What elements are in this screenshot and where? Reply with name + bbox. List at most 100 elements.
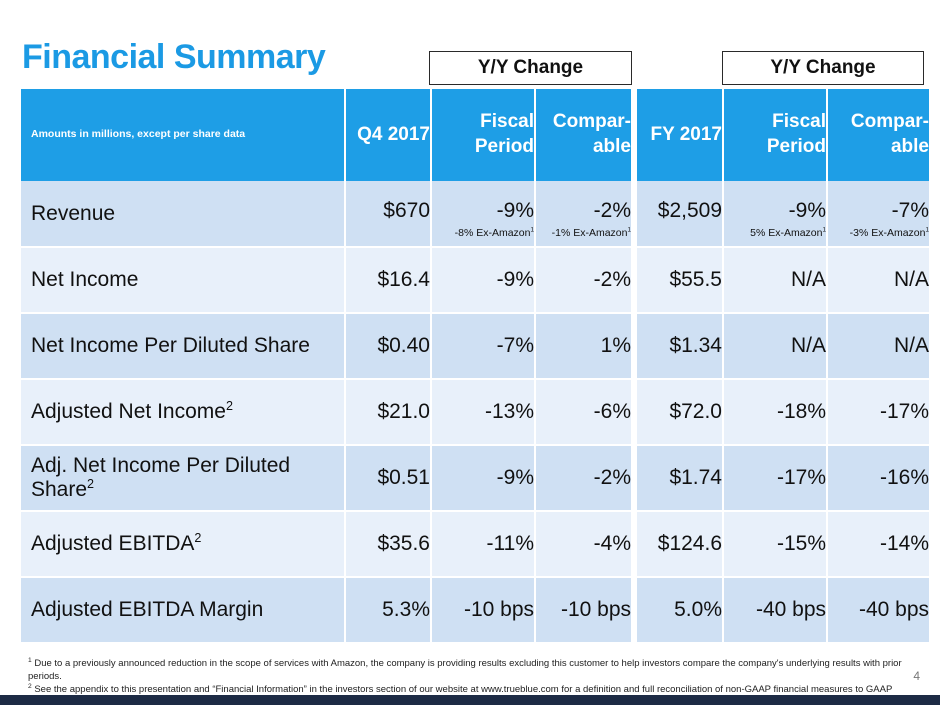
- cell-fy: $1.34: [637, 313, 724, 380]
- column-gap: [632, 511, 637, 578]
- cell-q4: $0.51: [345, 445, 432, 512]
- bottom-bar: [0, 695, 940, 705]
- table-row-adjusted-ebitda-margin: Adjusted EBITDA Margin 5.3% -10 bps -10 …: [21, 577, 929, 644]
- cell-q4-comp: -2%: [535, 445, 633, 512]
- column-gap: [632, 89, 637, 181]
- cell-q4-comp: -2%: [535, 247, 633, 314]
- ex-amazon-text: 5% Ex-Amazon: [750, 227, 823, 239]
- column-gap: [632, 181, 637, 248]
- header-compar-line2: able: [592, 136, 631, 157]
- header-fiscal-line2: Period: [766, 136, 826, 157]
- cell-value: -7%: [891, 199, 929, 222]
- yy-change-label-fy: Y/Y Change: [722, 51, 924, 85]
- yy-change-label-q4: Y/Y Change: [429, 51, 632, 85]
- cell-fy-comp: -16%: [827, 445, 929, 512]
- row-label-text: Adjusted Net Income: [31, 400, 226, 423]
- cell-q4-comp: -4%: [535, 511, 633, 578]
- row-label: Adjusted EBITDA Margin: [21, 577, 346, 644]
- footnote-text: Due to a previously announced reduction …: [28, 658, 902, 682]
- column-gap: [632, 445, 637, 512]
- row-label-text: Adjusted EBITDA: [31, 532, 195, 555]
- header-fiscal-line1: Fiscal: [480, 111, 534, 133]
- cell-q4-fiscal: -9% -8% Ex-Amazon1: [431, 181, 536, 248]
- row-label: Net Income Per Diluted Share: [21, 313, 346, 380]
- cell-fy: $2,509: [637, 181, 724, 248]
- cell-fy-comp: N/A: [827, 313, 929, 380]
- cell-fy-comp: N/A: [827, 247, 929, 314]
- row-label-text: Revenue: [31, 201, 116, 225]
- header-fy-comparable: Compar-able: [827, 89, 929, 181]
- cell-fy: $1.74: [637, 445, 724, 512]
- ex-amazon-note: -1% Ex-Amazon1: [536, 227, 631, 239]
- cell-fy-fiscal: -18%: [723, 379, 828, 446]
- cell-fy: $55.5: [637, 247, 724, 314]
- cell-q4-fiscal: -11%: [431, 511, 536, 578]
- footnote-ref: 1: [530, 226, 534, 234]
- header-fy-2017: FY 2017: [637, 89, 724, 181]
- cell-q4-fiscal: -9%: [431, 445, 536, 512]
- cell-fy-comp: -7% -3% Ex-Amazon1: [827, 181, 929, 248]
- row-label: Net Income: [21, 247, 346, 314]
- column-gap: [632, 247, 637, 314]
- cell-q4: $0.40: [345, 313, 432, 380]
- footnote-ref: 1: [627, 226, 631, 234]
- cell-fy: 5.0%: [637, 577, 724, 644]
- column-gap: [632, 379, 637, 446]
- header-units-label: Amounts in millions, except per share da…: [21, 89, 346, 181]
- ex-amazon-text: -3% Ex-Amazon: [849, 227, 926, 239]
- column-gap: [632, 577, 637, 644]
- cell-q4-fiscal: -13%: [431, 379, 536, 446]
- row-label: Adjusted EBITDA2: [21, 511, 346, 578]
- cell-q4-fiscal: -9%: [431, 247, 536, 314]
- footnote-1: 1 Due to a previously announced reductio…: [28, 657, 908, 683]
- row-label-text: Adj. Net Income Per Diluted Share: [31, 454, 291, 501]
- footnote-ref: 2: [225, 399, 233, 413]
- header-q4-fiscal-period: Fiscal Period: [431, 89, 536, 181]
- cell-q4: $21.0: [345, 379, 432, 446]
- cell-fy: $124.6: [637, 511, 724, 578]
- cell-fy-fiscal: N/A: [723, 247, 828, 314]
- footnote-ref: 1: [822, 226, 826, 234]
- ex-amazon-text: -1% Ex-Amazon: [551, 227, 628, 239]
- row-label: Revenue: [21, 181, 346, 248]
- cell-fy-fiscal: -15%: [723, 511, 828, 578]
- header-q4-comparable: Compar-able: [535, 89, 633, 181]
- cell-fy-fiscal: -40 bps: [723, 577, 828, 644]
- header-q4-2017: Q4 2017: [345, 89, 432, 181]
- page-number: 4: [913, 669, 920, 683]
- cell-q4-comp: -6%: [535, 379, 633, 446]
- header-fiscal-line1: Fiscal: [772, 111, 826, 133]
- cell-fy: $72.0: [637, 379, 724, 446]
- ex-amazon-note: -8% Ex-Amazon1: [432, 227, 534, 239]
- cell-q4-fiscal: -10 bps: [431, 577, 536, 644]
- ex-amazon-note: -3% Ex-Amazon1: [828, 227, 929, 239]
- footnote-ref: 1: [925, 226, 929, 234]
- header-row: Amounts in millions, except per share da…: [21, 89, 929, 181]
- table-row-adj-net-income-per-share: Adj. Net Income Per Diluted Share2 $0.51…: [21, 445, 929, 512]
- cell-q4: $670: [345, 181, 432, 248]
- column-gap: [632, 313, 637, 380]
- footnote-number: 1: [28, 656, 32, 664]
- ex-amazon-note: 5% Ex-Amazon1: [724, 227, 826, 239]
- table-row-revenue: Revenue $670 -9% -8% Ex-Amazon1 -2% -1% Ex…: [21, 181, 929, 248]
- cell-value: -9%: [788, 199, 826, 222]
- table-row-net-income: Net Income $16.4 -9% -2% $55.5 N/A N/A: [21, 247, 929, 314]
- header-fiscal-line2: Period: [474, 136, 534, 157]
- table-row-adjusted-ebitda: Adjusted EBITDA2 $35.6 -11% -4% $124.6 -…: [21, 511, 929, 578]
- header-compar-line1: Compar-: [552, 111, 631, 133]
- table-row-adjusted-net-income: Adjusted Net Income2 $21.0 -13% -6% $72.…: [21, 379, 929, 446]
- header-compar-line1: Compar-: [850, 111, 929, 133]
- header-fy-fiscal-period: Fiscal Period: [723, 89, 828, 181]
- header-compar-line2: able: [890, 136, 929, 157]
- cell-fy-fiscal: -17%: [723, 445, 828, 512]
- cell-q4-fiscal: -7%: [431, 313, 536, 380]
- cell-fy-comp: -14%: [827, 511, 929, 578]
- cell-q4: 5.3%: [345, 577, 432, 644]
- footnote-number: 2: [28, 682, 32, 690]
- cell-value: -2%: [593, 199, 631, 222]
- cell-q4-comp: 1%: [535, 313, 633, 380]
- row-label: Adjusted Net Income2: [21, 379, 346, 446]
- cell-q4-comp: -10 bps: [535, 577, 633, 644]
- row-label: Adj. Net Income Per Diluted Share2: [21, 445, 346, 512]
- cell-fy-fiscal: N/A: [723, 313, 828, 380]
